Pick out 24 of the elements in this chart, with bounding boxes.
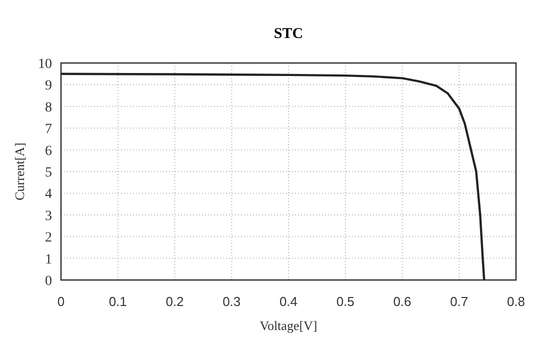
x-axis-title: Voltage[V]	[260, 318, 318, 333]
y-tick-label: 3	[45, 208, 52, 224]
y-axis-title: Current[A]	[12, 142, 27, 200]
y-tick-label: 2	[45, 230, 52, 246]
x-tick-label: 0.7	[450, 294, 468, 309]
y-tick-label: 7	[45, 122, 52, 138]
y-tick-label: 9	[45, 78, 52, 94]
x-tick-label: 0.5	[336, 294, 354, 309]
x-tick-label: 0.2	[166, 294, 184, 309]
chart-title: STC	[274, 26, 304, 42]
y-tick-label: 10	[38, 57, 52, 72]
x-tick-label: 0.6	[393, 294, 412, 309]
y-tick-label: 8	[45, 100, 52, 116]
y-tick-label: 0	[45, 274, 52, 289]
y-tick-label: 4	[45, 187, 52, 202]
x-tick-label: 0.8	[506, 294, 526, 309]
line-series	[60, 72, 486, 282]
x-tick-label: 0	[57, 294, 65, 309]
x-tick-label: 0.3	[222, 294, 241, 309]
y-tick-label: 1	[45, 252, 52, 268]
y-tick-label: 6	[45, 144, 52, 159]
x-tick-label: 0.4	[279, 294, 298, 309]
x-tick-label: 0.1	[108, 294, 127, 309]
y-tick-label: 5	[45, 166, 52, 180]
